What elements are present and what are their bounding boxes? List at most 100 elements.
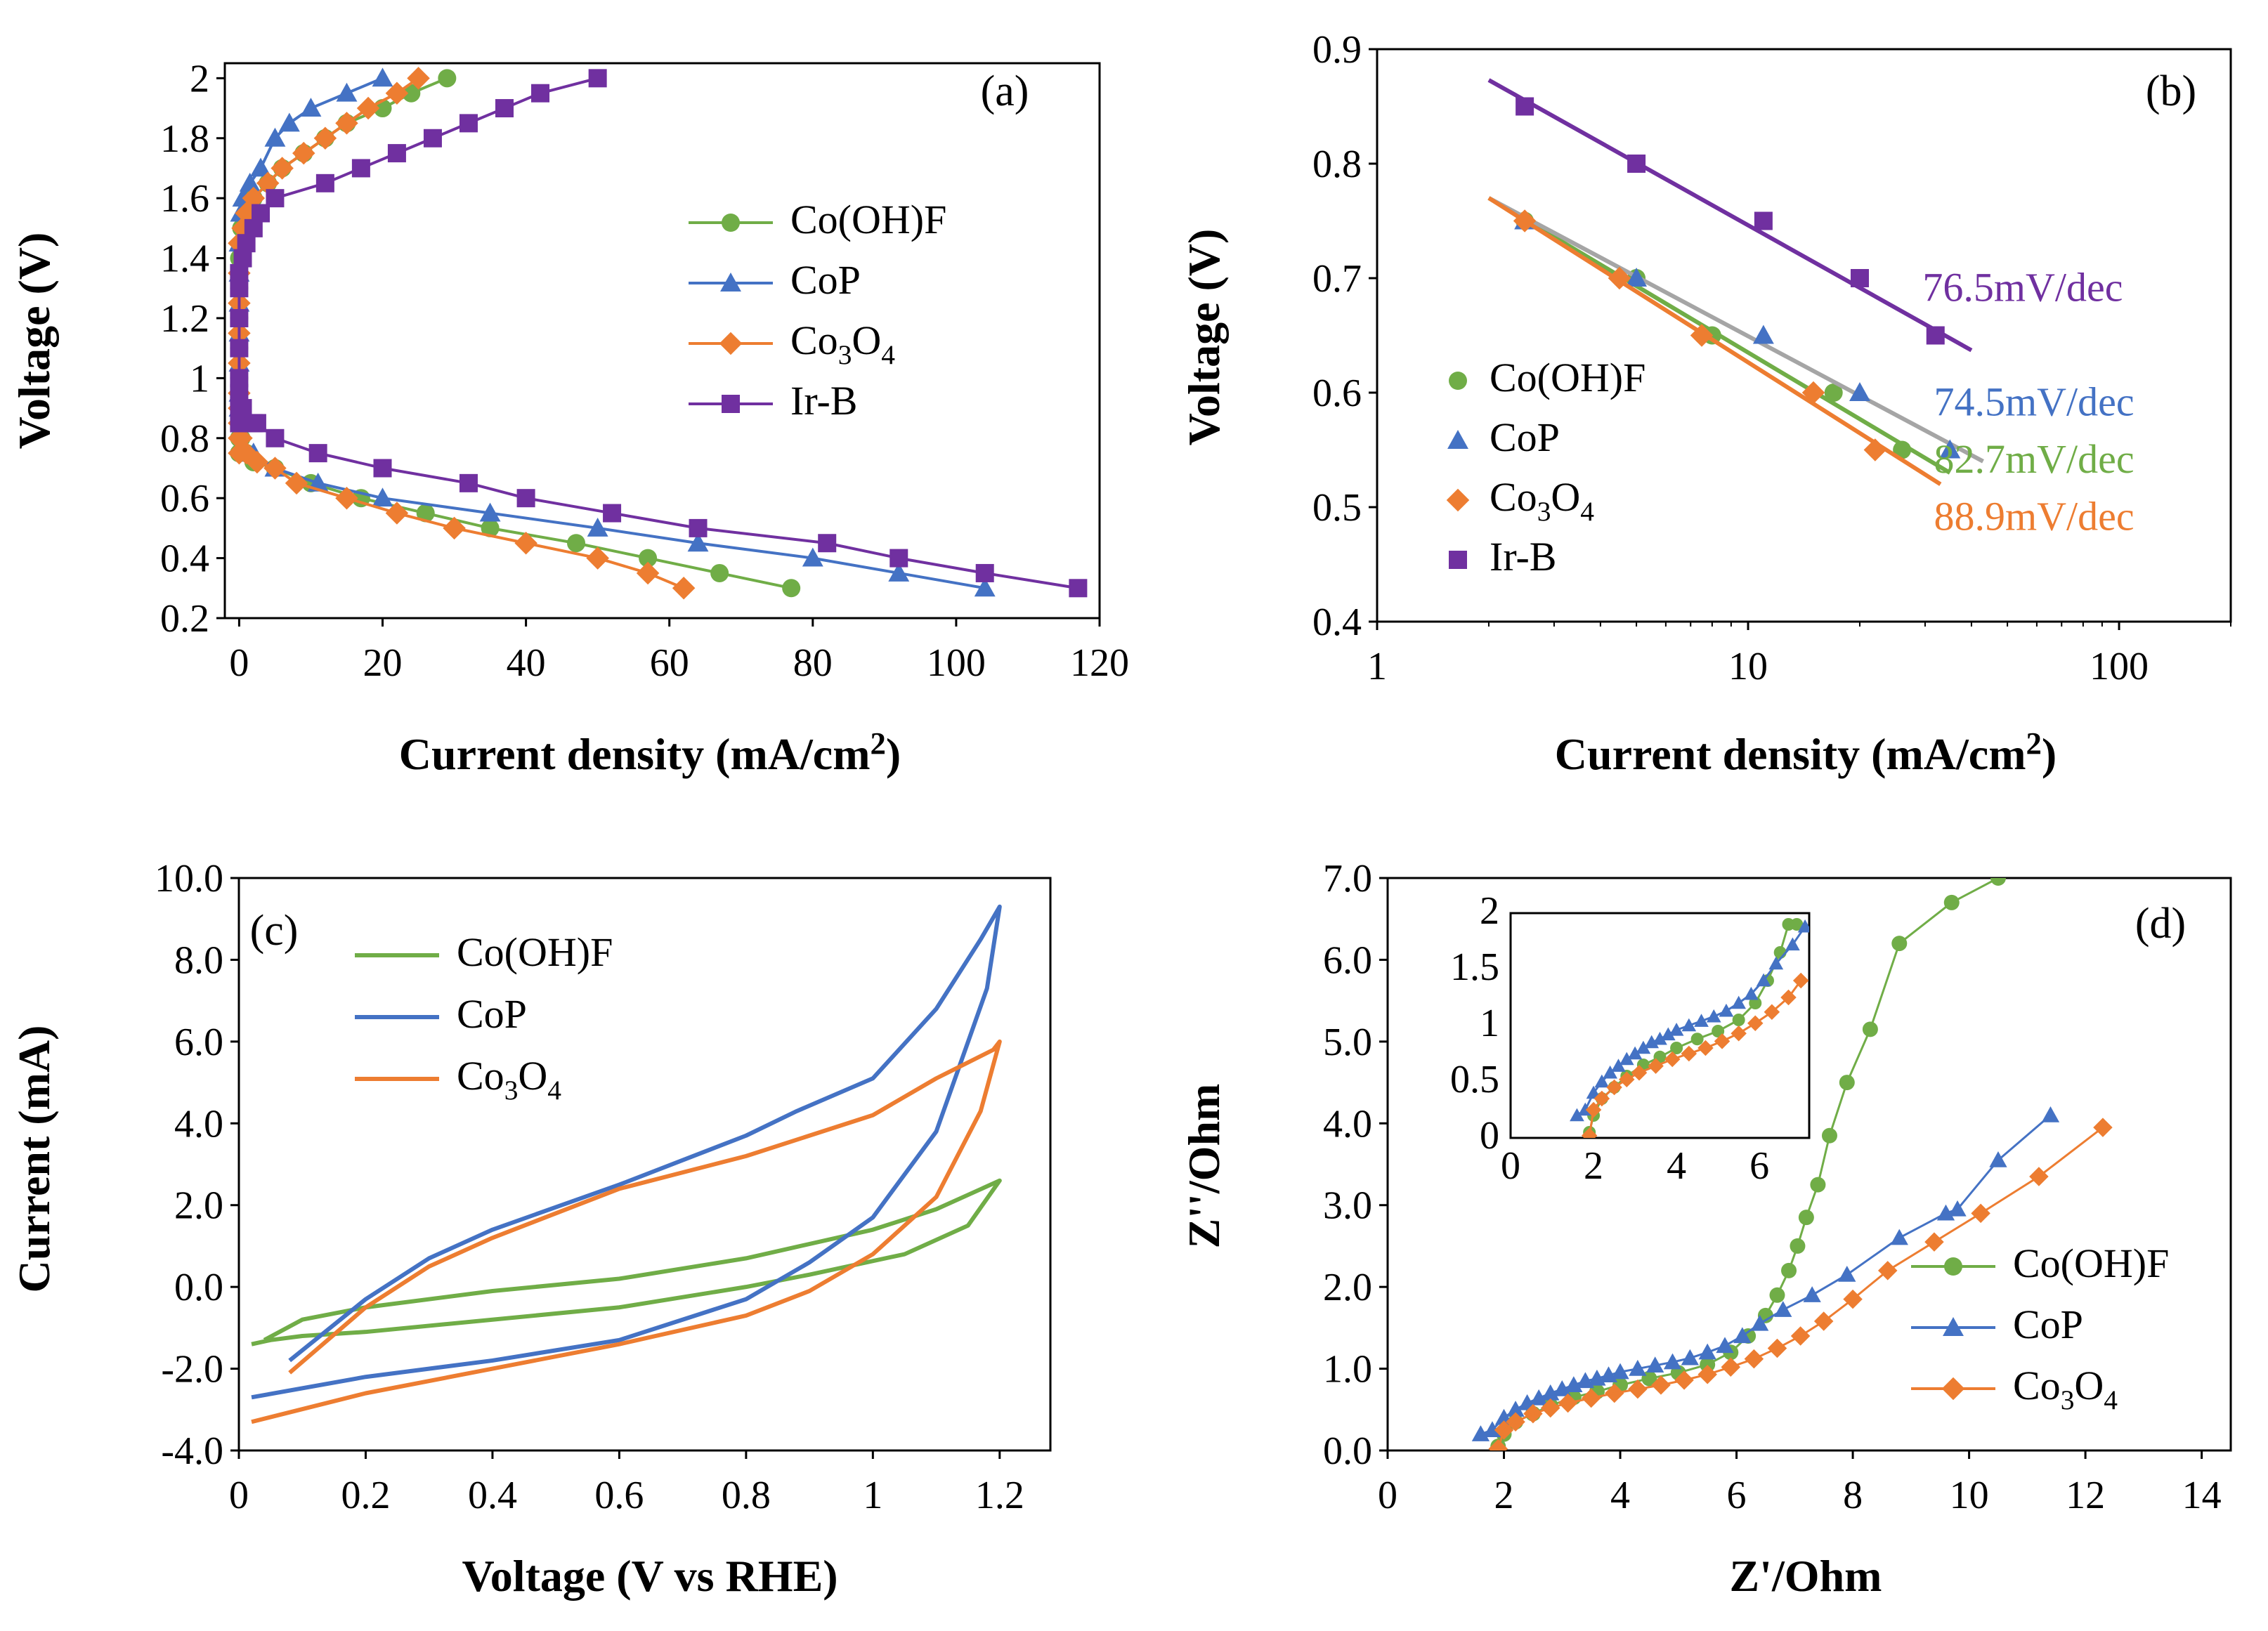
x-tick-label: 80 (793, 641, 833, 685)
legend-marker (1449, 551, 1467, 569)
y-tick-label: 1.8 (160, 117, 209, 161)
data-point (1513, 209, 1537, 232)
data-point (587, 517, 608, 537)
data-point (782, 579, 801, 598)
data-point (271, 157, 294, 180)
data-point (1488, 1439, 1508, 1450)
inset-data-point (1719, 1003, 1734, 1017)
inset-plot-area (1570, 918, 1809, 1138)
tafel-slope-label: 82.7mV/dec (1934, 436, 2134, 482)
x-tick-label: 100 (927, 641, 986, 685)
data-point (373, 459, 392, 478)
data-point (531, 84, 550, 103)
y-tick-label: 1.0 (1323, 1348, 1372, 1391)
data-point (335, 112, 358, 135)
x-tick-label: 0 (229, 641, 249, 685)
plot-frame (1386, 877, 2232, 1452)
data-point (423, 129, 442, 148)
inset-series-line (1588, 980, 1802, 1137)
data-point (1926, 326, 1945, 345)
legend-label: CoP (790, 257, 861, 303)
inset-data-point (1712, 1025, 1725, 1037)
data-point (1939, 439, 1961, 459)
data-point (245, 450, 269, 474)
inset-data-point (1653, 1031, 1667, 1045)
panel-tag: (b) (2146, 67, 2196, 115)
x-tick-label: 60 (650, 641, 689, 685)
data-point (336, 82, 358, 102)
data-point (586, 546, 609, 570)
data-point (481, 518, 500, 537)
x-tick-label: 1.2 (975, 1474, 1024, 1517)
tafel-fit-line (1487, 196, 1942, 486)
data-point (250, 157, 271, 177)
data-point (603, 504, 622, 523)
data-point (385, 502, 409, 525)
data-point (1690, 324, 1714, 347)
data-point (974, 577, 996, 597)
legend-label: Ir-B (1490, 534, 1556, 579)
x-tick-label: 1 (863, 1474, 882, 1517)
data-point (438, 69, 457, 88)
x-tick-label: 0.2 (341, 1474, 390, 1517)
y-tick-label: 1.2 (160, 297, 209, 341)
data-point (1516, 97, 1534, 116)
legend-marker (1447, 430, 1468, 449)
y-tick-label: 0.8 (1312, 143, 1362, 186)
data-point (1626, 268, 1648, 287)
data-point (387, 144, 406, 163)
inset-data-point (1644, 1035, 1660, 1049)
x-tick-label: 1 (1367, 645, 1387, 688)
data-point (230, 339, 249, 358)
inset-data-point (1631, 1064, 1648, 1081)
legend-label: CoP (457, 991, 527, 1037)
panel-tag: (c) (250, 907, 299, 955)
y-tick-label: -4.0 (161, 1429, 223, 1473)
legend: Co(OH)F CoP Co3O4 (355, 929, 613, 1106)
data-point (300, 98, 322, 117)
data-point (372, 487, 393, 507)
data-point (588, 69, 607, 88)
data-point (278, 112, 300, 132)
legend-marker (1941, 1377, 1965, 1401)
y-tick-label: 7.0 (1323, 857, 1372, 900)
inset-data-point (1768, 956, 1784, 970)
data-point (335, 486, 358, 510)
x-tick-label: 2 (1494, 1474, 1514, 1517)
inset-data-point (1792, 972, 1809, 989)
legend-marker (1446, 488, 1470, 512)
y-tick-label: 0.5 (1312, 486, 1362, 530)
data-point (407, 67, 430, 90)
data-point (416, 504, 435, 523)
y-tick-label: 0.0 (174, 1266, 223, 1309)
chart-panel-c: 0 0.2 0.4 0.6 0.8 1 1.2 -4.0 -2.0 0.0 2.0 4.0 6.0 8.0… (9, 857, 1052, 1601)
y-tick-label: 2.0 (174, 1184, 223, 1228)
inset-data-point (1648, 1058, 1664, 1074)
inset-data-point (1697, 1040, 1714, 1056)
data-point (479, 502, 501, 522)
data-point (1801, 381, 1825, 405)
inset-data-point (1731, 995, 1747, 1009)
series-line (251, 1039, 1002, 1424)
data-point (385, 81, 409, 105)
y-tick-label: 0.4 (160, 537, 209, 581)
inset-data-point (1706, 1009, 1721, 1023)
legend-label: Co3O4 (790, 317, 895, 370)
inset-y-tick-label: 2 (1480, 889, 1499, 933)
legend: Co(OH)F CoP Co3O4 Ir-B (689, 197, 946, 424)
y-tick-label: 0.0 (1323, 1429, 1372, 1473)
x-tick-label: 0.8 (722, 1474, 771, 1517)
inset-data-point (1619, 1071, 1635, 1088)
inset-x-tick-label: 4 (1667, 1144, 1686, 1188)
legend-marker (722, 214, 740, 232)
data-point (239, 172, 261, 192)
plot-frame (1376, 48, 2232, 623)
panel-tag: (a) (981, 67, 1029, 115)
inset-y-tick-label: 0.5 (1450, 1058, 1499, 1101)
inset-data-point (1790, 918, 1804, 931)
x-axis-title: Current density (mA/cm2) (1555, 726, 2057, 779)
y-tick-label: -2.0 (161, 1348, 223, 1391)
inset-data-point (1731, 1025, 1747, 1042)
x-axis-title: Current density (mA/cm2) (399, 726, 901, 779)
